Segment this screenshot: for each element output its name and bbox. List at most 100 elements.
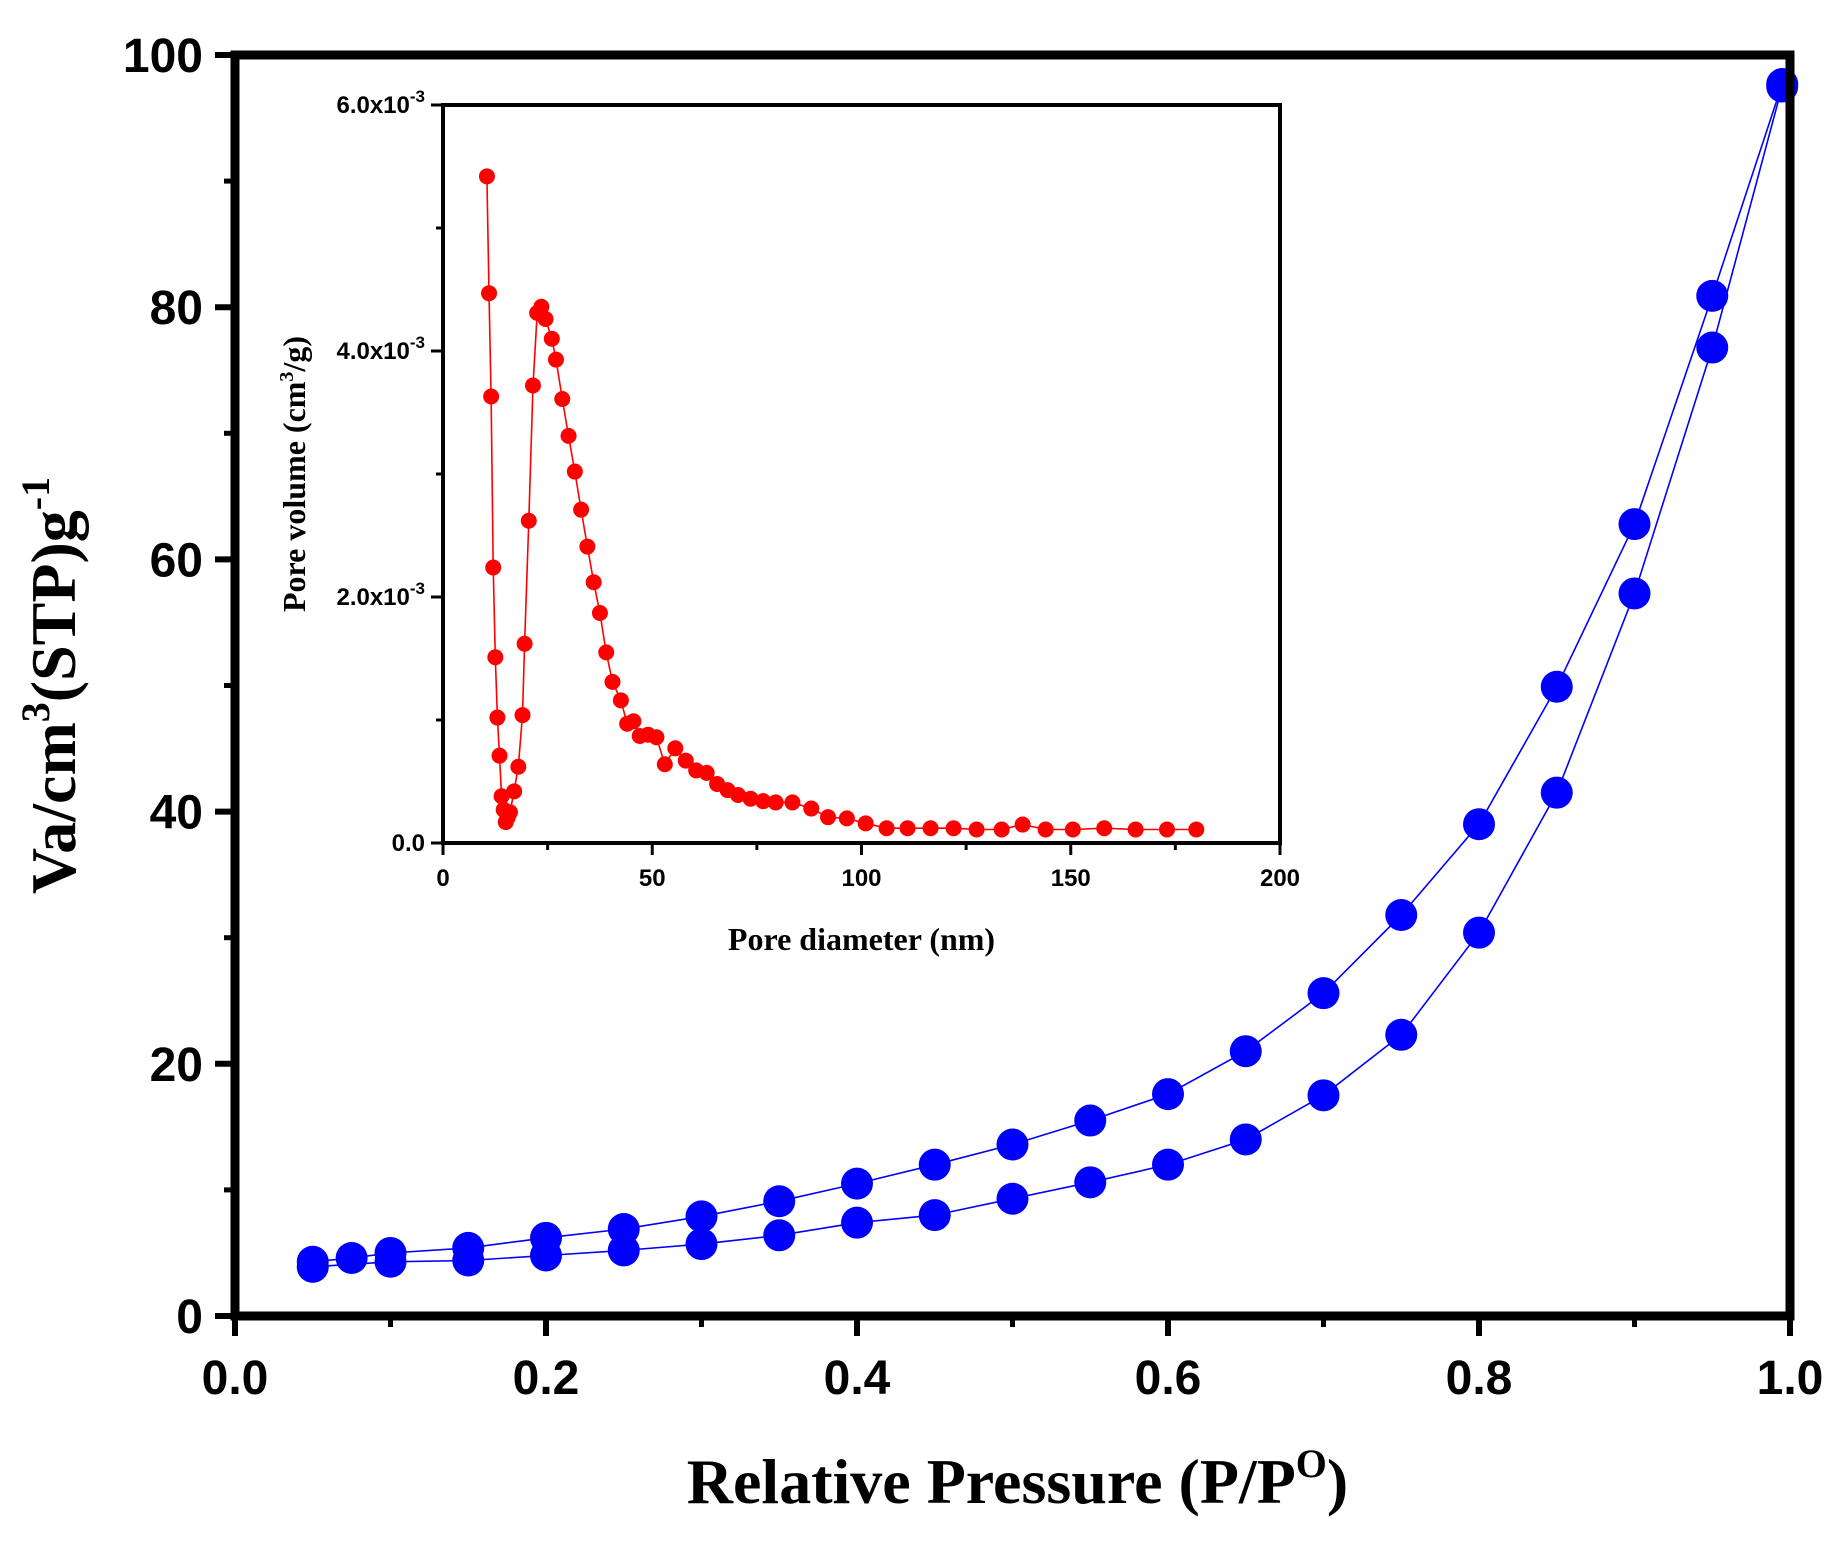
inset-y-tick-label-base: 6.0x10: [336, 92, 409, 119]
main-data-point-desorption: [841, 1167, 873, 1200]
inset-y-tick-label: 2.0x10-3: [336, 579, 425, 611]
main-data-point-adsorption: [918, 1199, 951, 1232]
main-x-tick-label: 0.0: [202, 1352, 269, 1405]
main-data-point-adsorption: [1463, 916, 1495, 949]
main-data-point-adsorption: [841, 1206, 873, 1239]
main-data-point-desorption: [1385, 899, 1418, 932]
inset-data-point: [510, 758, 527, 775]
inset-data-point: [968, 821, 985, 838]
inset-data-point: [1159, 821, 1176, 838]
inset-data-point: [648, 729, 665, 746]
main-x-tick-label: 0.2: [513, 1352, 580, 1405]
inset-data-point: [485, 559, 502, 576]
inset-y-tick-label-base: 2.0x10: [336, 584, 409, 611]
main-data-point-adsorption: [1696, 331, 1729, 364]
inset-data-point: [520, 512, 537, 529]
inset-data-point: [524, 377, 541, 394]
inset-data-point: [487, 649, 504, 666]
main-x-axis-title-suffix: ): [1327, 1446, 1348, 1517]
inset-background: [443, 105, 1280, 843]
inset-data-point: [1064, 821, 1081, 838]
main-y-axis-title-sup1: 3: [13, 702, 58, 722]
inset-data-point: [598, 644, 615, 661]
inset-data-point: [945, 820, 962, 837]
main-y-tick-label: 80: [150, 282, 203, 335]
inset-data-point: [1014, 816, 1031, 833]
main-ticks-layer: 0.0 0.2 0.4 0.6 0.8 1.0 0 20 40 60 80 100: [123, 30, 1823, 1405]
inset-y-tick-label-base: 0.0: [392, 830, 425, 857]
main-data-point-adsorption: [1229, 1123, 1262, 1156]
inset-y-axis-title-part2: /g): [276, 336, 312, 373]
inset-x-tick-label: 50: [639, 865, 666, 892]
inset-y-tick-label: 0.0: [392, 830, 425, 857]
main-data-point-desorption: [1229, 1035, 1262, 1068]
inset-data-point: [878, 820, 895, 837]
inset-data-point: [604, 673, 621, 690]
main-data-point-adsorption: [763, 1219, 796, 1252]
inset-series-layer: [478, 168, 1205, 838]
main-x-tick-label: 1.0: [1757, 1352, 1824, 1405]
inset-data-point: [677, 752, 694, 769]
main-y-tick-label: 40: [150, 787, 203, 840]
main-data-point-desorption: [1152, 1078, 1184, 1111]
inset-data-point: [730, 787, 747, 804]
inset-y-tick-label: 4.0x10-3: [336, 333, 425, 365]
main-data-point-adsorption: [1618, 577, 1651, 610]
inset-data-point: [493, 788, 510, 805]
main-x-tick-label: 0.4: [824, 1352, 891, 1405]
inset-data-point: [755, 793, 772, 810]
main-data-point-desorption: [530, 1221, 562, 1254]
main-data-point-adsorption: [1307, 1079, 1340, 1112]
inset-x-axis-title: Pore diameter (nm): [728, 921, 995, 957]
main-y-tick-label: 0: [176, 1291, 203, 1344]
inset-data-point: [742, 790, 759, 807]
inset-data-point: [767, 794, 784, 811]
main-data-point-desorption: [1618, 508, 1651, 541]
main-data-point-desorption: [1540, 670, 1573, 703]
main-data-point-desorption: [452, 1231, 485, 1264]
inset-data-point: [554, 390, 571, 407]
inset-data-point: [491, 747, 508, 764]
main-y-axis-title: Va/cm3(STP)g-1: [13, 477, 89, 894]
inset-data-point: [573, 501, 590, 518]
main-data-point-adsorption: [685, 1228, 718, 1261]
inset-data-point: [566, 463, 583, 480]
inset-data-point: [579, 538, 596, 555]
inset-data-point: [612, 692, 629, 709]
main-data-point-desorption: [1463, 808, 1495, 841]
main-y-tick-label: 100: [123, 30, 203, 83]
inset-data-point: [514, 707, 531, 724]
main-x-tick-label: 0.8: [1446, 1352, 1513, 1405]
inset-y-tick-label-exp: -3: [410, 87, 425, 106]
inset-y-axis-title-sup: 3: [276, 372, 298, 382]
main-y-tick-label: 60: [150, 534, 203, 587]
main-data-point-adsorption: [996, 1182, 1029, 1215]
inset-x-tick-label: 200: [1260, 865, 1300, 892]
main-series-layer: [296, 68, 1799, 1283]
inset-data-point: [560, 427, 577, 444]
inset-data-point: [698, 764, 715, 781]
inset-data-point: [857, 815, 874, 832]
main-x-tick-label: 0.6: [1135, 1352, 1202, 1405]
inset-data-point: [483, 388, 500, 405]
inset-y-tick-label: 6.0x10-3: [336, 87, 425, 119]
inset-y-tick-label-base: 4.0x10: [336, 338, 409, 365]
inset-data-point: [1037, 821, 1054, 838]
inset-data-point: [993, 821, 1010, 838]
inset-data-point: [591, 604, 608, 621]
main-data-point-adsorption: [1074, 1166, 1107, 1199]
inset-data-point: [516, 635, 533, 652]
inset-data-point: [625, 713, 642, 730]
main-y-axis-title-part2: (STP)g: [18, 510, 89, 702]
main-x-axis-title-text: Relative Pressure (P/P: [687, 1446, 1296, 1517]
main-x-axis-title-sup: O: [1296, 1441, 1327, 1486]
inset-y-tick-label-exp: -3: [410, 333, 425, 352]
main-data-point-desorption: [374, 1236, 407, 1269]
inset-data-point: [506, 783, 523, 800]
main-data-point-desorption: [1307, 977, 1340, 1010]
inset-data-point: [899, 820, 916, 837]
main-data-point-adsorption: [1385, 1018, 1418, 1051]
inset-x-tick-label: 150: [1051, 865, 1091, 892]
